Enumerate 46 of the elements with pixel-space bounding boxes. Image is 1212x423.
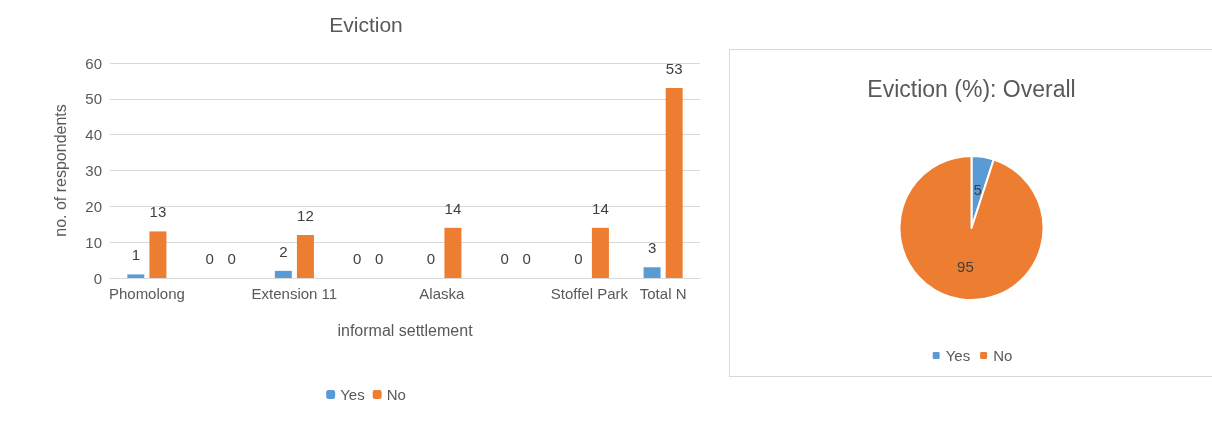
data-label: 0 [352, 250, 362, 267]
y-tick-label: 30 [85, 162, 102, 179]
data-label: 0 [205, 250, 214, 267]
y-tick-label: 60 [85, 54, 102, 72]
data-label: 53 [665, 60, 683, 78]
bar [296, 235, 314, 278]
data-label: 0 [500, 250, 509, 267]
data-label: 0 [426, 250, 435, 267]
x-axis-title: informal settlement [337, 321, 474, 339]
data-label: 1 [131, 246, 140, 264]
chart-title: Eviction [329, 13, 403, 36]
data-label: 0 [375, 250, 384, 267]
data-label: 12 [297, 207, 314, 224]
y-tick-label: 40 [85, 126, 102, 144]
y-tick-label: 0 [93, 269, 102, 287]
data-label: 0 [522, 250, 531, 267]
y-tick-label: 50 [85, 90, 102, 108]
data-label: 95 [957, 258, 974, 276]
bar [665, 88, 683, 278]
x-tick-label: Phomolong [108, 285, 185, 302]
bar [591, 227, 609, 278]
data-label: 3 [647, 239, 657, 257]
x-tick-label: Stoffel Park [550, 285, 629, 302]
bar [274, 270, 292, 278]
data-label: 5 [973, 180, 982, 198]
data-label: 13 [149, 203, 167, 221]
legend-label: Yes [945, 347, 971, 364]
legend-label: Yes [340, 386, 365, 403]
chart-title: Eviction (%): Overall [867, 75, 1076, 102]
y-tick-label: 20 [85, 197, 102, 215]
bar [444, 227, 462, 278]
legend-label: No [993, 347, 1013, 364]
legend-label: No [386, 386, 406, 403]
bar [643, 267, 661, 278]
x-tick-label: Total N [639, 285, 687, 302]
data-label: 0 [227, 250, 236, 267]
bar [149, 231, 167, 278]
bar [127, 274, 145, 278]
x-tick-label: Extension 11 [251, 285, 338, 302]
y-axis-title: no. of respondents [51, 104, 69, 237]
data-label: 2 [279, 242, 288, 260]
data-label: 14 [444, 199, 462, 217]
data-label: 14 [592, 199, 609, 217]
data-label: 0 [574, 250, 583, 267]
x-tick-label: Alaska [419, 285, 466, 302]
y-tick-label: 10 [85, 233, 102, 251]
